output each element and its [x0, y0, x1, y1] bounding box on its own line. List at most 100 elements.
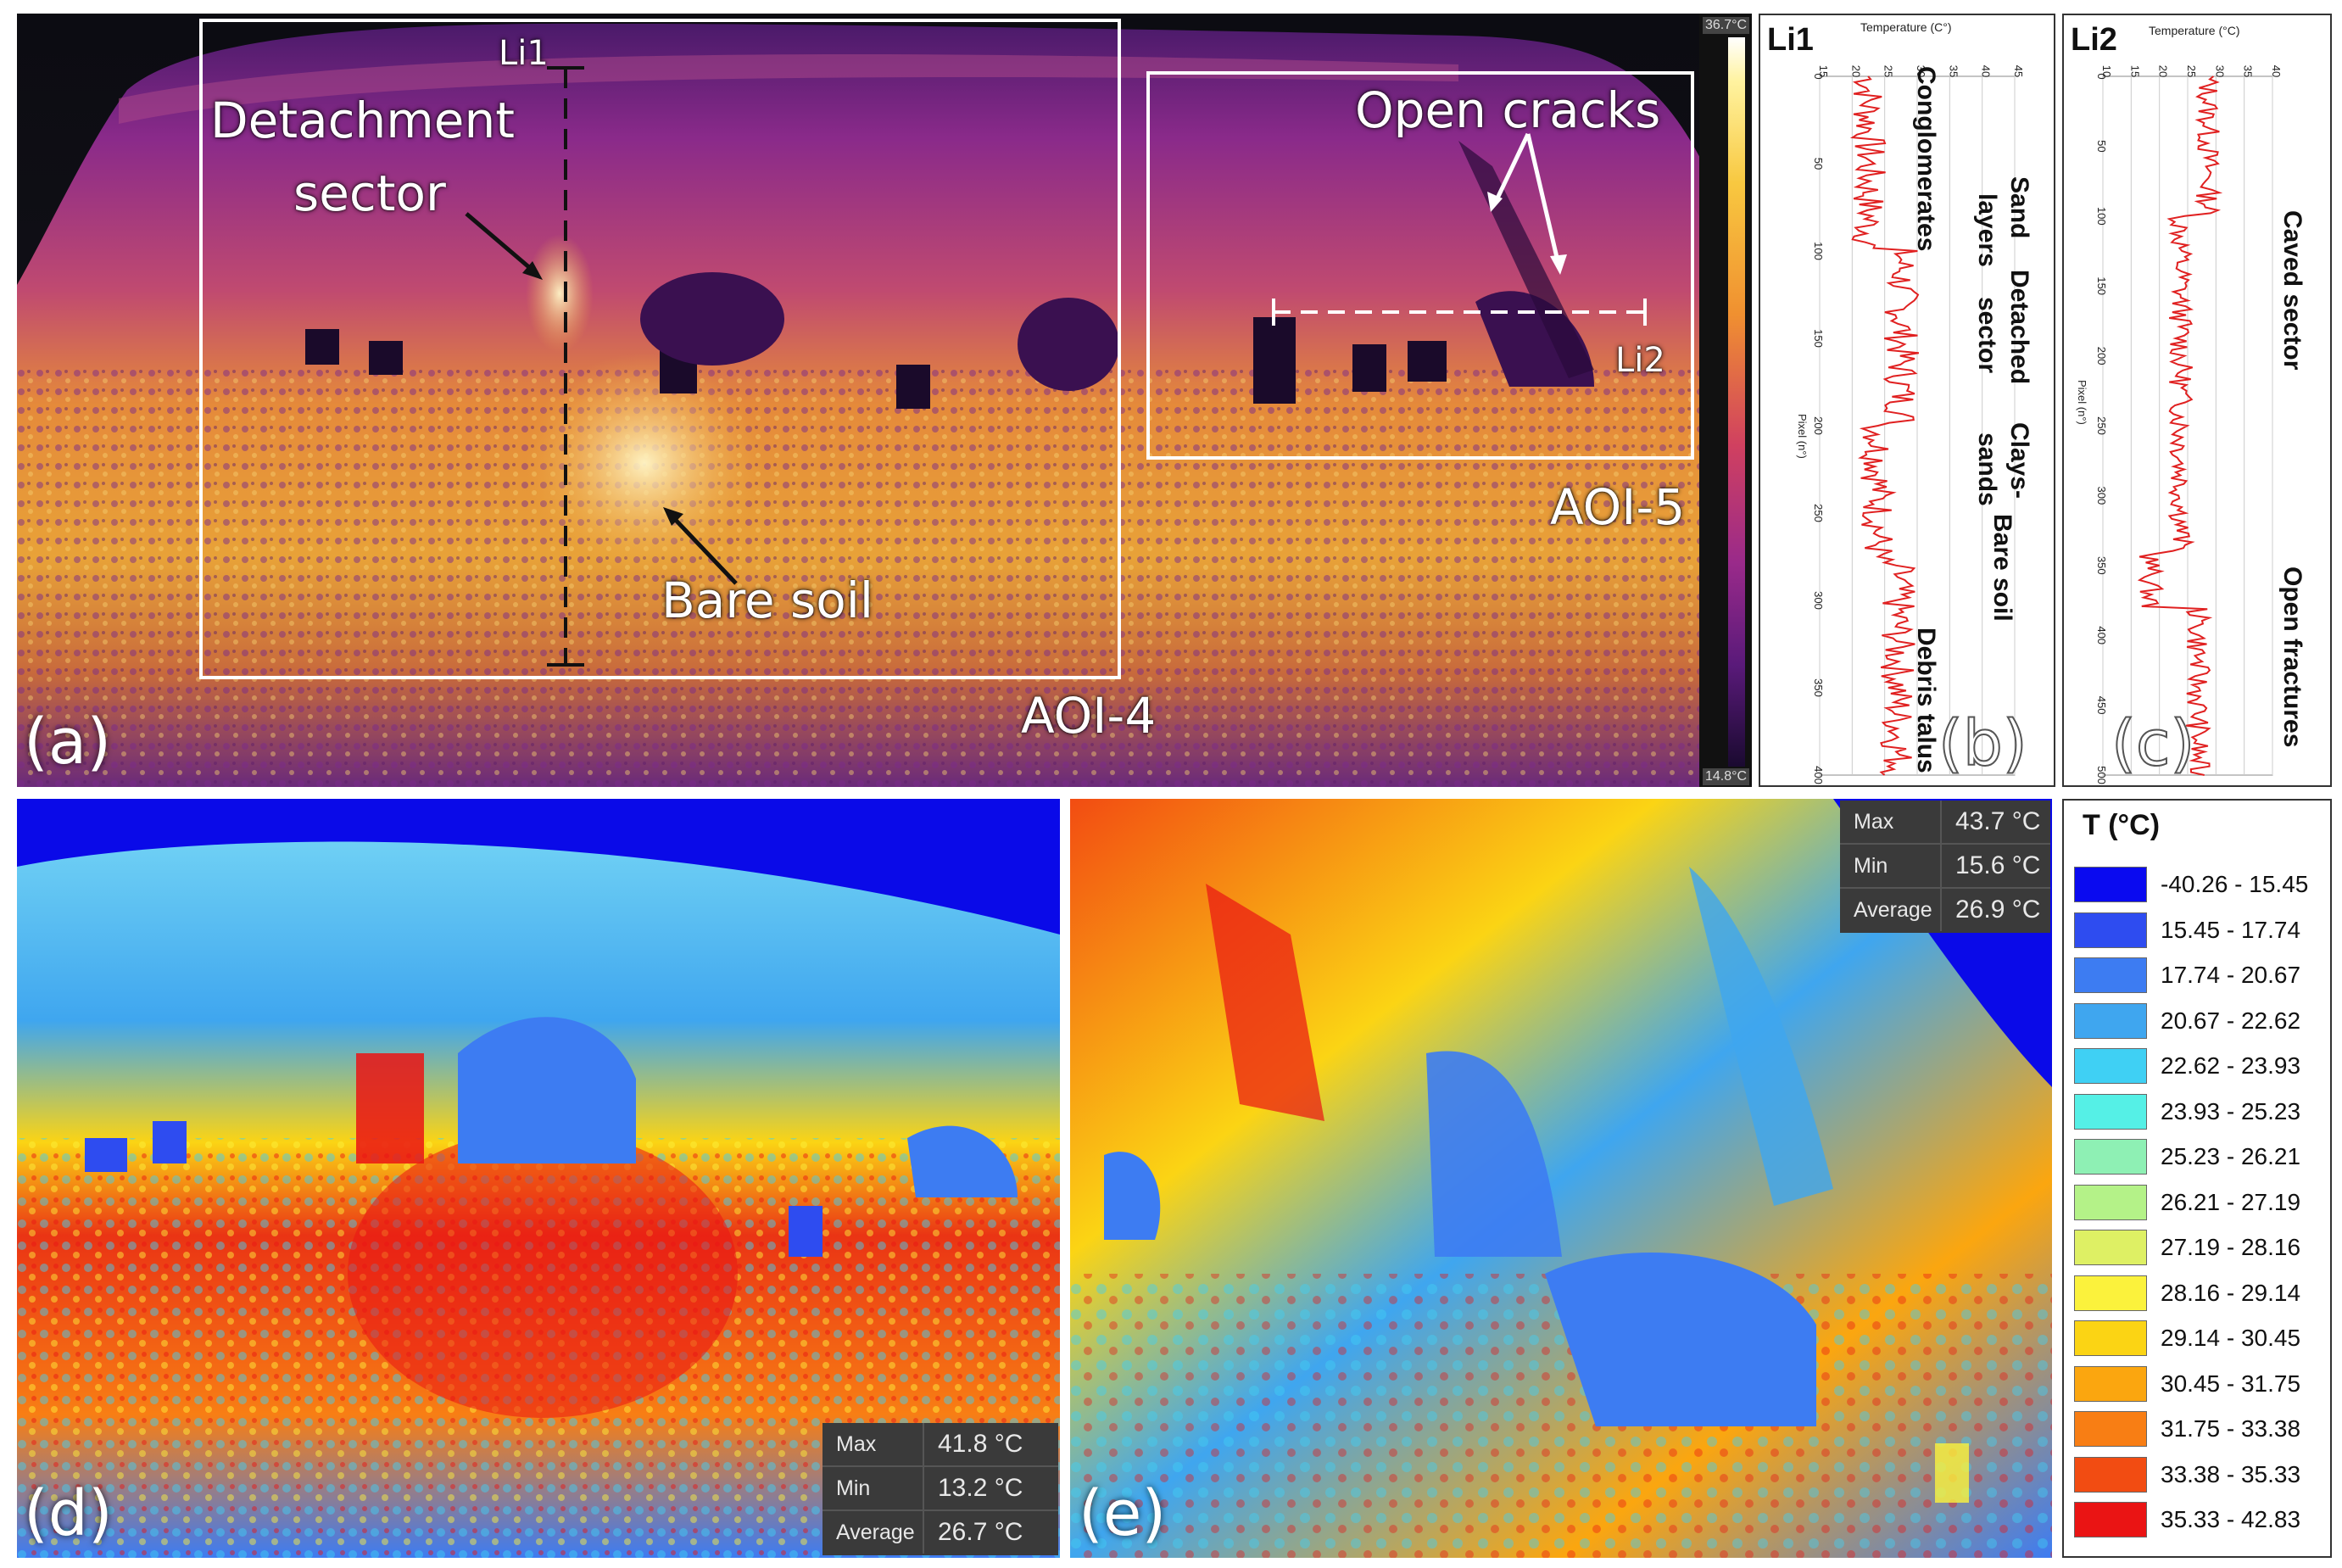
stat-avg-value: 26.9 °C [1955, 896, 2041, 924]
panel-a-thermal-image: Li1 Li2 Detachment sector Open cracks Ba… [17, 14, 1704, 787]
legend-row: 31.75 - 33.38 [2074, 1411, 2300, 1447]
open-cracks-label: Open cracks [1355, 81, 1661, 139]
legend-label: 20.67 - 22.62 [2161, 1007, 2301, 1034]
x-tick-label: 30 [1915, 65, 1927, 77]
legend-swatch [2074, 1320, 2147, 1356]
panel-c-letter: (c) [2111, 706, 2195, 781]
legend-row: 27.19 - 28.16 [2074, 1230, 2300, 1265]
y-tick-label: 50 [1812, 158, 1825, 170]
y-tick-label: 250 [2095, 416, 2108, 435]
x-tick-label: 35 [1947, 65, 1960, 77]
panel-d-classified-image: Max 41.8 °C Min 13.2 °C Average 26.7 °C (d) [17, 799, 1060, 1558]
stats-box-e: Max 43.7 °C Min 15.6 °C Average 26.9 °C [1840, 801, 2050, 933]
x-tick-label: 40 [1980, 65, 1993, 77]
zone-clays-2: sands [1973, 432, 2001, 506]
x-tick-label: 20 [1849, 65, 1862, 77]
profile-trace [2137, 75, 2223, 776]
legend-row: 25.23 - 26.21 [2074, 1139, 2300, 1175]
panel-e-classified-image: Max 43.7 °C Min 15.6 °C Average 26.9 °C (e) [1070, 799, 2052, 1558]
li1-y-axis-title: Pixel (n°) [1796, 414, 1809, 459]
zone-sand-layers-2: layers [1973, 193, 2001, 267]
legend-row: -40.26 - 15.45 [2074, 867, 2308, 902]
legend-label: 31.75 - 33.38 [2161, 1415, 2301, 1442]
detachment-label-line2: sector [293, 165, 446, 222]
detachment-label-line1: Detachment [210, 92, 515, 149]
x-tick-label: 30 [2213, 65, 2226, 77]
stat-avg-value: 26.7 °C [938, 1518, 1023, 1546]
stat-min-key: Min [1840, 845, 1942, 887]
legend-swatch [2074, 1365, 2147, 1402]
y-tick-label: 0 [2095, 73, 2108, 79]
legend-swatch [2074, 1184, 2147, 1220]
profile-trace [1849, 75, 1920, 776]
legend-swatch [2074, 912, 2147, 948]
x-tick-label: 40 [2270, 65, 2283, 77]
legend-title: T (°C) [2083, 809, 2161, 841]
y-tick-label: 200 [1812, 416, 1825, 435]
legend-swatch [2074, 1230, 2147, 1265]
zone-sand-layers-1: Sand [2005, 176, 2033, 239]
thermal-image-a [17, 14, 1704, 787]
aoi4-label: AOI-4 [1021, 687, 1157, 745]
legend-row: 35.33 - 42.83 [2074, 1502, 2300, 1537]
zone-debris-talus: Debris talus [1912, 628, 1940, 773]
colorbar-min-label: 14.8°C [1703, 768, 1750, 785]
panel-b-li1-profile: Li1 Temperature (C°) 15 20 25 30 35 40 45 0 50 10… [1759, 14, 2055, 787]
panel-a-letter: (a) [24, 706, 112, 778]
legend-swatch [2074, 1502, 2147, 1537]
y-tick-label: 400 [1812, 766, 1825, 784]
legend-label: 22.62 - 23.93 [2161, 1052, 2301, 1079]
x-tick-label: 10 [2100, 65, 2113, 77]
legend-swatch [2074, 1139, 2147, 1175]
y-tick-label: 350 [2095, 556, 2108, 575]
li1-profile-chart: 15 20 25 30 35 40 45 0 50 100 150 200 250 300 350 400 [1812, 65, 2025, 784]
stat-max-value: 43.7 °C [1955, 807, 2041, 835]
y-tick-label: 300 [2095, 487, 2108, 505]
x-tick-label: 15 [1817, 65, 1830, 77]
legend-classes: -40.26 - 15.45 15.45 - 17.74 17.74 - 20.67… [2074, 867, 2328, 1545]
legend-row: 28.16 - 29.14 [2074, 1275, 2300, 1311]
y-tick-label: 100 [2095, 207, 2108, 226]
zone-clays-1: Clays- [2005, 422, 2033, 499]
legend-swatch [2074, 1002, 2147, 1039]
legend-row: 26.21 - 27.19 [2074, 1184, 2300, 1220]
legend-label: 15.45 - 17.74 [2161, 916, 2301, 943]
y-tick-label: 100 [1812, 242, 1825, 260]
bare-soil-label: Bare soil [661, 572, 873, 629]
y-tick-label: 150 [2095, 276, 2108, 295]
legend-label: -40.26 - 15.45 [2161, 871, 2309, 897]
classified-image-d [17, 841, 1060, 1558]
legend-row: 22.62 - 23.93 [2074, 1048, 2300, 1084]
legend-swatch [2074, 1275, 2147, 1311]
legend-swatch [2074, 1456, 2147, 1493]
legend-label: 33.38 - 35.33 [2161, 1460, 2301, 1487]
zone-bare-soil: Bare soil [1988, 514, 2016, 622]
y-tick-label: 150 [1812, 329, 1825, 348]
y-tick-label: 350 [1812, 678, 1825, 697]
stat-max-key: Max [822, 1423, 924, 1465]
legend-label: 28.16 - 29.14 [2161, 1279, 2301, 1306]
panel-d-letter: (d) [24, 1477, 113, 1550]
legend-label: 29.14 - 30.45 [2161, 1325, 2301, 1351]
y-tick-label: 250 [1812, 504, 1825, 522]
panel-e-letter: (e) [1079, 1477, 1167, 1550]
y-tick-label: 300 [1812, 591, 1825, 610]
colorbar-gradient [1728, 37, 1745, 767]
zone-detached-1: Detached [2005, 270, 2033, 385]
y-tick-label: 200 [2095, 347, 2108, 365]
legend-label: 23.93 - 25.23 [2161, 1097, 2301, 1124]
stat-min-key: Min [822, 1467, 924, 1509]
li2-label: Li2 [1615, 341, 1665, 380]
y-tick-label: 400 [2095, 626, 2108, 644]
x-tick-label: 45 [2012, 65, 2025, 77]
x-tick-label: 35 [2242, 65, 2255, 77]
panel-c-li2-profile: Li2 Temperature (°C) 10 15 20 25 30 35 40 0 50 10… [2062, 14, 2332, 787]
y-tick-label: 50 [2095, 140, 2108, 152]
aoi5-label: AOI-5 [1550, 478, 1686, 536]
y-tick-label: 450 [2095, 696, 2108, 715]
temperature-legend: T (°C) -40.26 - 15.45 15.45 - 17.74 17.74 … [2062, 799, 2332, 1558]
x-tick-label: 25 [2185, 65, 2198, 77]
x-tick-label: 25 [1882, 65, 1895, 77]
stat-avg-key: Average [822, 1511, 924, 1554]
li2-profile-chart: 10 15 20 25 30 35 4005010015020025030035040045… [2095, 65, 2283, 784]
